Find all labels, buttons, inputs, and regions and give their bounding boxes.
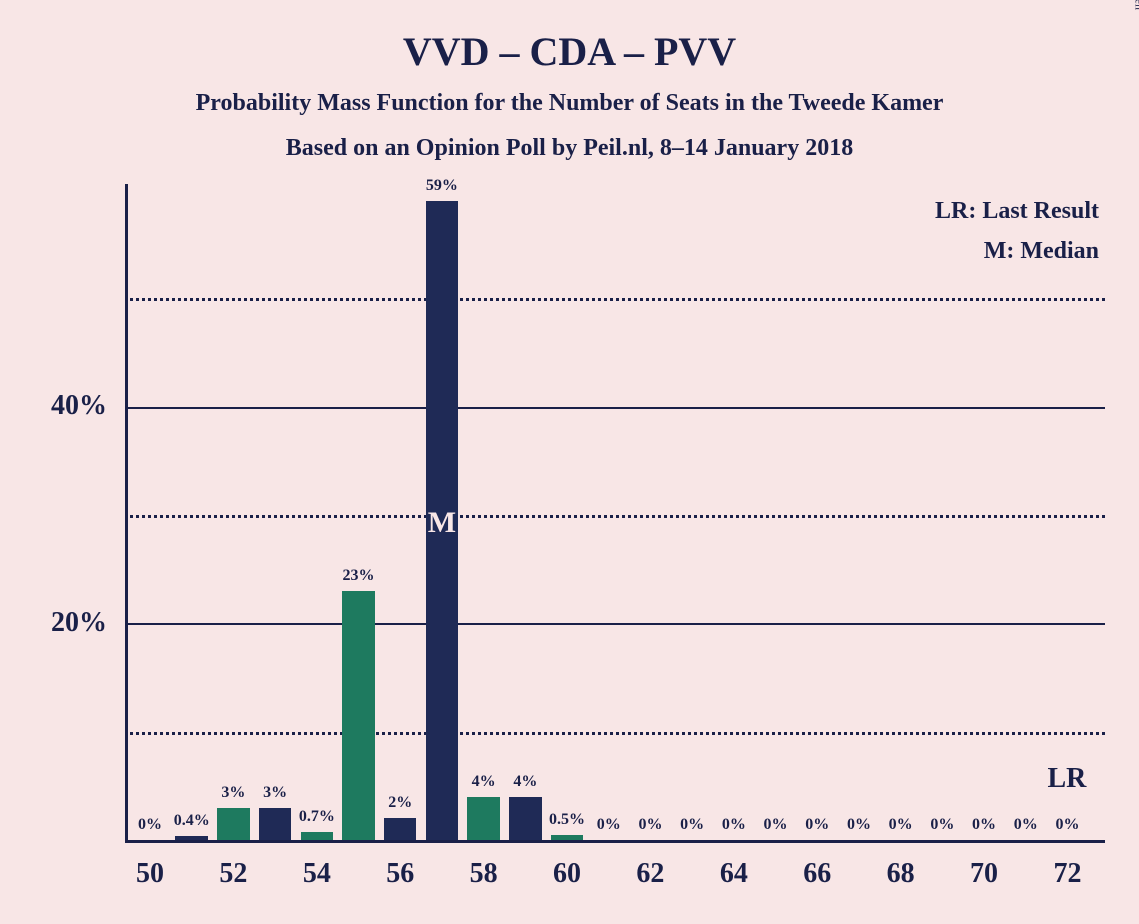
gridline-minor (125, 298, 1105, 301)
gridline-minor (125, 732, 1105, 735)
bar (509, 797, 542, 840)
bar (384, 818, 417, 840)
gridline-major (125, 407, 1105, 409)
x-axis-tick-label: 72 (1026, 858, 1109, 890)
bar-value-label: 0% (880, 816, 922, 834)
bar-value-label: 4% (504, 773, 546, 791)
y-axis-tick-label: 20% (17, 607, 107, 639)
bar-value-label: 0.4% (171, 812, 213, 830)
x-axis-tick-label: 62 (609, 858, 692, 890)
bar-value-label: 23% (338, 567, 380, 585)
copyright-text: © 2020 Filip van Laenen (1131, 0, 1139, 10)
x-axis-tick-label: 64 (692, 858, 775, 890)
bar-value-label: 0% (588, 816, 630, 834)
chart-title: VVD – CDA – PVV (0, 28, 1139, 75)
x-axis-tick-label: 50 (108, 858, 191, 890)
x-axis-tick-label: 66 (776, 858, 859, 890)
bar-value-label: 0% (796, 816, 838, 834)
gridline-minor (125, 515, 1105, 518)
bar-value-label: 4% (463, 773, 505, 791)
x-axis-tick-label: 70 (942, 858, 1025, 890)
bar-value-label: 0% (129, 816, 171, 834)
bar (259, 808, 292, 841)
bar-value-label: 0% (755, 816, 797, 834)
bar (175, 836, 208, 840)
bar-value-label: 3% (254, 784, 296, 802)
x-axis-tick-label: 68 (859, 858, 942, 890)
legend-median: M: Median (984, 238, 1099, 265)
bar-value-label: 0.5% (546, 811, 588, 829)
bar (217, 808, 250, 841)
bar-value-label: 0% (963, 816, 1005, 834)
bar-value-label: 0% (630, 816, 672, 834)
bar (467, 797, 500, 840)
bar-value-label: 0% (1047, 816, 1089, 834)
legend-lr: LR: Last Result (935, 198, 1099, 225)
x-axis-tick-label: 52 (192, 858, 275, 890)
x-axis-tick-label: 58 (442, 858, 525, 890)
bar-value-label: 0% (922, 816, 964, 834)
bar-value-label: 0% (838, 816, 880, 834)
bar-value-label: 59% (421, 177, 463, 195)
y-axis-tick-label: 40% (17, 390, 107, 422)
bar-value-label: 0% (713, 816, 755, 834)
bar (342, 591, 375, 840)
bar-value-label: 2% (379, 794, 421, 812)
bar (301, 832, 334, 840)
bar-value-label: 3% (213, 784, 255, 802)
x-axis (125, 840, 1105, 843)
x-axis-tick-label: 54 (275, 858, 358, 890)
plot-area: 20%40%0%0.4%3%3%0.7%23%2%59%M4%4%0.5%0%0… (125, 190, 1105, 840)
last-result-marker: LR (1047, 763, 1086, 795)
y-axis (125, 184, 128, 840)
chart-subtitle-1: Probability Mass Function for the Number… (0, 90, 1139, 117)
chart-subtitle-2: Based on an Opinion Poll by Peil.nl, 8–1… (0, 135, 1139, 162)
gridline-major (125, 623, 1105, 625)
median-marker: M (426, 506, 459, 540)
bar-value-label: 0% (1005, 816, 1047, 834)
x-axis-tick-label: 56 (359, 858, 442, 890)
bar (551, 835, 584, 840)
bar-value-label: 0.7% (296, 808, 338, 826)
x-axis-tick-label: 60 (525, 858, 608, 890)
chart-canvas: VVD – CDA – PVV Probability Mass Functio… (0, 0, 1139, 924)
bar-value-label: 0% (671, 816, 713, 834)
